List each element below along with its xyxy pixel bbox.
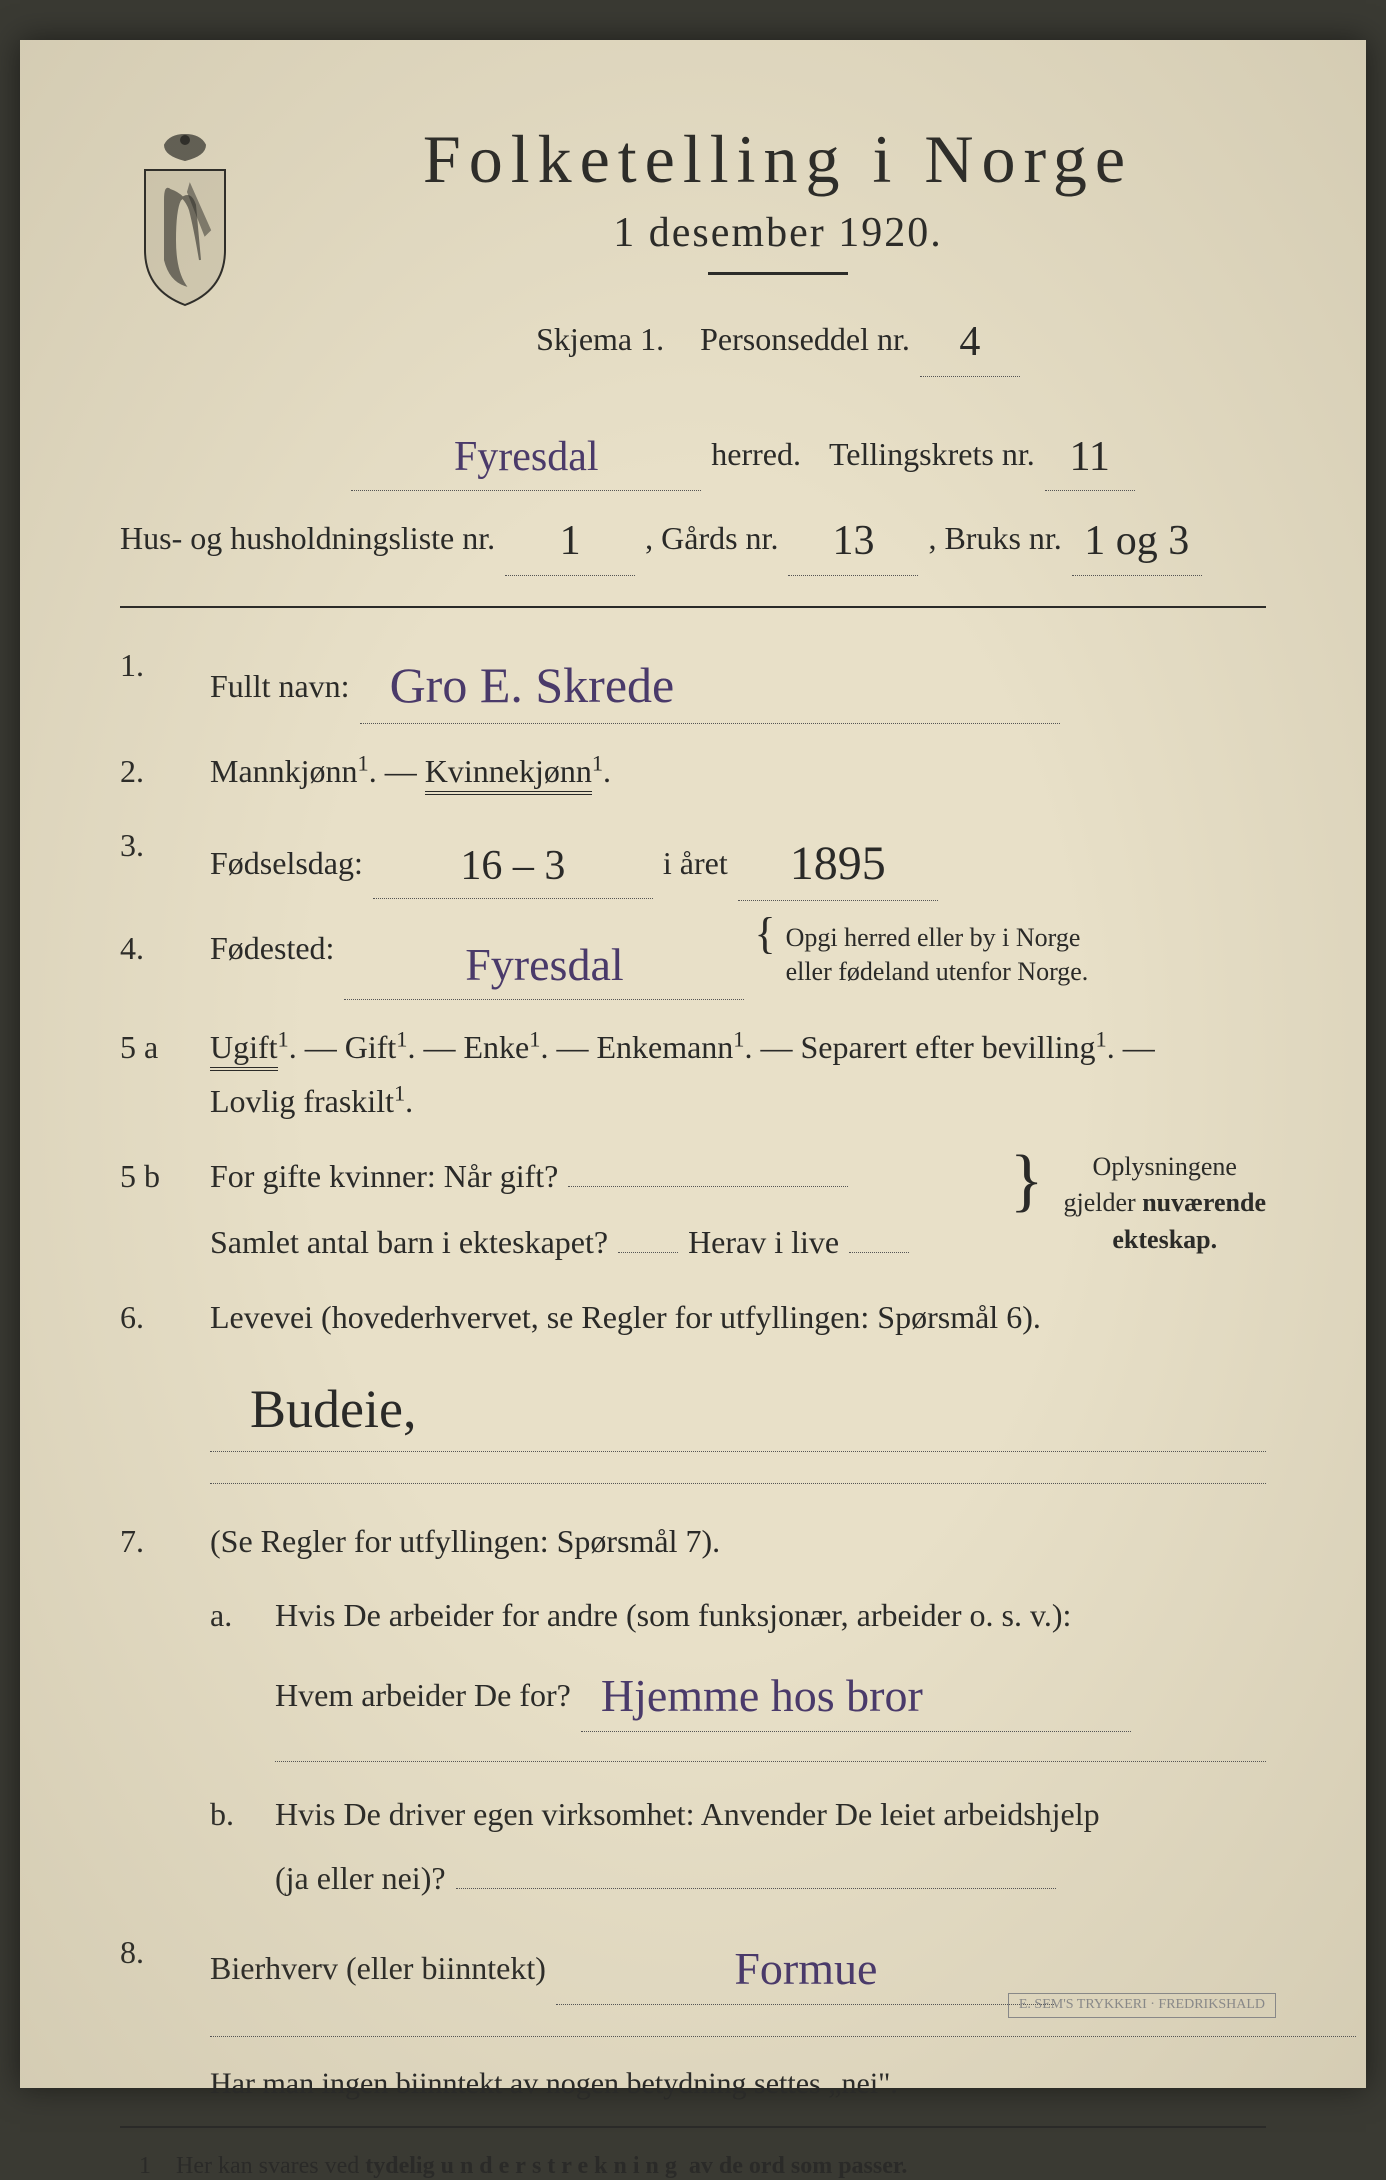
q3: 3. Fødselsdag: 16 – 3 i året 1895 (120, 818, 1266, 901)
q3-year: 1895 (790, 837, 886, 890)
q7b-label-1: Hvis De driver egen virksomhet: Anvender… (275, 1787, 1266, 1841)
q3-label: Fødselsdag: (210, 836, 363, 890)
q4: 4. Fødested: Fyresdal { Opgi herred elle… (120, 921, 1266, 1000)
q7a-letter: a. (210, 1588, 250, 1762)
q5b: 5 b For gifte kvinner: Når gift? Samlet … (120, 1149, 1266, 1270)
herred-line: Fyresdal herred. Tellingskrets nr. 11 (220, 415, 1266, 492)
q4-label: Fødested: (210, 921, 334, 975)
tellingskrets-nr: 11 (1069, 434, 1109, 480)
q2: 2. Mannkjønn1. — Kvinnekjønn1. (120, 744, 1266, 798)
q5a-enkemann: Enkemann (596, 1029, 733, 1065)
q5a-separert: Separert efter bevilling (801, 1029, 1096, 1065)
q5b-label-c: Herav i live (688, 1215, 839, 1269)
q4-note-b: eller fødeland utenfor Norge. (786, 957, 1089, 986)
q8-value: Formue (734, 1943, 877, 1994)
subtitle: 1 desember 1920. (290, 209, 1266, 257)
footnote: 1 Her kan svares ved tydelig understrekn… (120, 2153, 1266, 2180)
divider-1 (120, 606, 1266, 608)
gards-nr: 13 (832, 518, 874, 564)
skjema-label: Skjema 1. (536, 311, 664, 369)
title-block: Folketelling i Norge 1 desember 1920. Sk… (290, 120, 1266, 385)
personseddel-label: Personseddel nr. (700, 311, 910, 369)
q2-num: 2. (120, 744, 180, 798)
tellingskrets-label: Tellingskrets nr. (829, 426, 1035, 484)
q5a-gift: Gift (345, 1029, 397, 1065)
blank-line (210, 2035, 1356, 2037)
q5a-fraskilt: Lovlig fraskilt (210, 1083, 394, 1119)
q6-value: Budeie, (250, 1379, 416, 1439)
q5a-ugift: Ugift (210, 1029, 278, 1071)
q5b-num: 5 b (120, 1149, 180, 1270)
main-title: Folketelling i Norge (290, 120, 1266, 199)
q7-label: (Se Regler for utfyllingen: Spørsmål 7). (210, 1523, 720, 1559)
printer-stamp: E. SEM'S TRYKKERI · FREDRIKSHALD (1008, 1993, 1276, 2018)
header: Folketelling i Norge 1 desember 1920. Sk… (120, 120, 1266, 385)
q1-value: Gro E. Skrede (390, 657, 675, 713)
census-form: Folketelling i Norge 1 desember 1920. Sk… (20, 40, 1366, 2088)
q5b-note-c: ekteskap. (1112, 1225, 1217, 1254)
q7-num: 7. (120, 1514, 180, 1906)
q5b-note: Oplysningene gjelder nuværende ekteskap. (1064, 1149, 1266, 1258)
gards-label: , Gårds nr. (645, 510, 778, 568)
q5b-label-b: Samlet antal barn i ekteskapet? (210, 1215, 608, 1269)
hus-nr: 1 (560, 518, 581, 564)
q7: 7. (Se Regler for utfyllingen: Spørsmål … (120, 1514, 1266, 1906)
herred-value: Fyresdal (454, 434, 599, 480)
q3-mid: i året (663, 836, 728, 890)
q5b-note-b: gjelder nuværende (1064, 1188, 1266, 1217)
q3-day: 16 – 3 (460, 843, 565, 889)
title-divider (708, 272, 848, 275)
q1-num: 1. (120, 638, 180, 724)
q4-note: Opgi herred eller by i Norge eller fødel… (786, 921, 1089, 989)
q1-label: Fullt navn: (210, 659, 350, 713)
herred-label: herred. (711, 426, 801, 484)
q6: 6. Levevei (hovederhvervet, se Regler fo… (120, 1290, 1266, 1484)
personseddel-nr: 4 (959, 319, 980, 365)
q7a-value: Hjemme hos bror (601, 1670, 923, 1721)
q4-num: 4. (120, 921, 180, 1000)
q1: 1. Fullt navn: Gro E. Skrede (120, 638, 1266, 724)
q2-kvinne: Kvinnekjønn (425, 753, 592, 795)
hus-label: Hus- og husholdningsliste nr. (120, 510, 495, 568)
footnote-rule (120, 2126, 1266, 2128)
q6-label: Levevei (hovederhvervet, se Regler for u… (210, 1299, 1041, 1335)
skjema-line: Skjema 1. Personseddel nr. 4 (290, 300, 1266, 377)
bruks-label: , Bruks nr. (928, 510, 1061, 568)
hus-line: Hus- og husholdningsliste nr. 1 , Gårds … (120, 499, 1266, 576)
q8-num: 8. (120, 1925, 180, 2004)
q5a: 5 a Ugift1. — Gift1. — Enke1. — Enkemann… (120, 1020, 1266, 1129)
q3-num: 3. (120, 818, 180, 901)
q7a-label-1: Hvis De arbeider for andre (som funksjon… (275, 1588, 1266, 1642)
bruks-nr: 1 og 3 (1084, 518, 1189, 564)
q7b-label-2: (ja eller nei)? (275, 1851, 446, 1905)
q7a-label-2: Hvem arbeider De for? (275, 1668, 571, 1722)
q8-label: Bierhverv (eller biinntekt) (210, 1941, 546, 1995)
q5b-label-a: For gifte kvinner: Når gift? (210, 1149, 558, 1203)
q5b-note-a: Oplysningene (1093, 1152, 1237, 1181)
q4-note-a: Opgi herred eller by i Norge (786, 923, 1081, 952)
coat-of-arms-icon (120, 130, 250, 315)
note-bottom: Har man ingen biinntekt av nogen betydni… (120, 2057, 1266, 2111)
footnote-text: Her kan svares ved tydelig understreknin… (176, 2153, 907, 2179)
footnote-marker: 1 (120, 2153, 170, 2180)
q6-num: 6. (120, 1290, 180, 1484)
q5a-enke: Enke (464, 1029, 530, 1065)
q5a-num: 5 a (120, 1020, 180, 1129)
q7b-letter: b. (210, 1787, 250, 1906)
q4-value: Fyresdal (465, 939, 623, 990)
q2-mann: Mannkjønn (210, 753, 358, 789)
